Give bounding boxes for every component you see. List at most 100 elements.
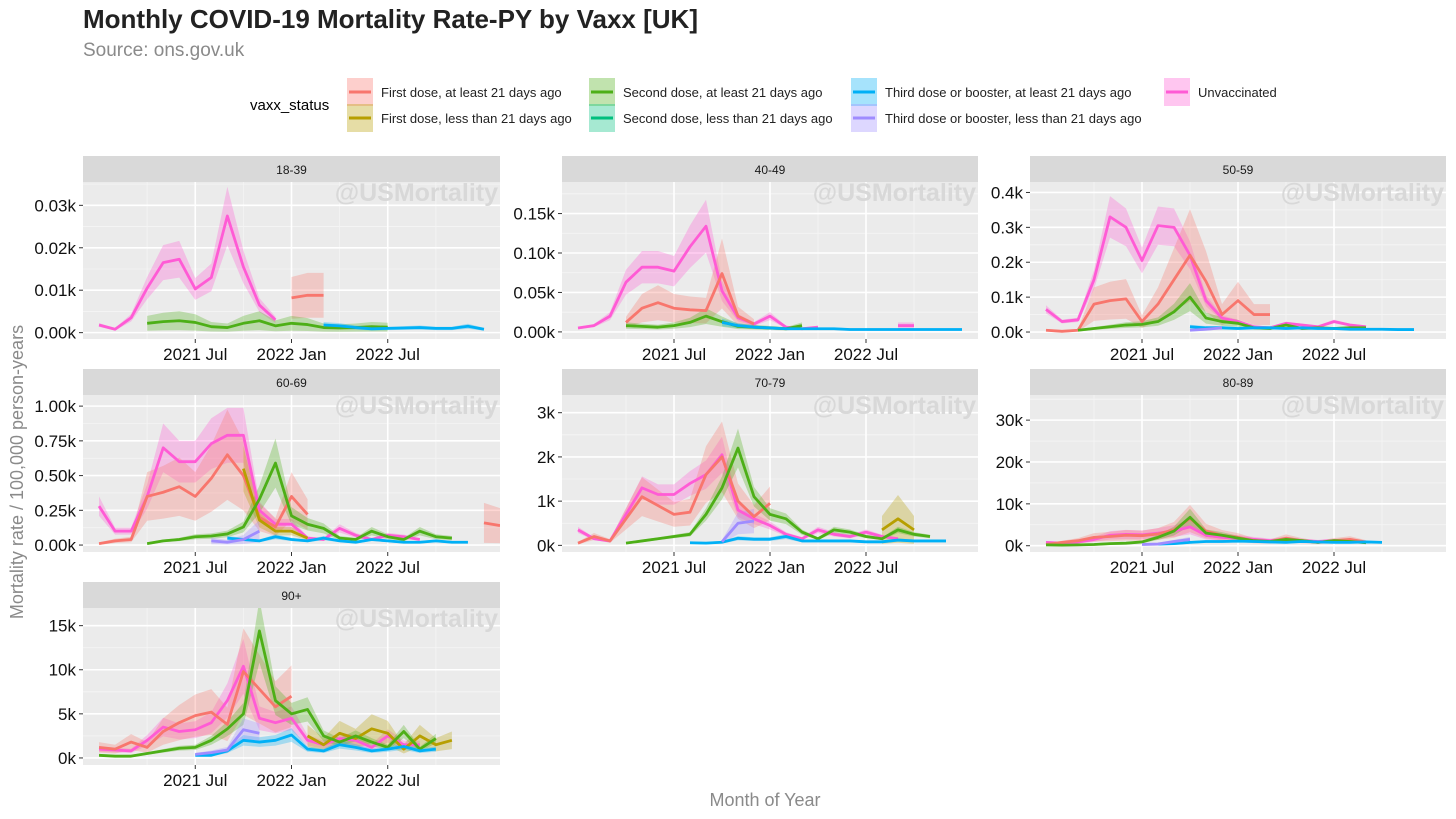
line-second_21plus — [146, 461, 453, 546]
series-layer — [98, 608, 453, 758]
x-tick-label: 2022 Jan — [735, 345, 805, 364]
y-tick-label: 0.4k — [991, 183, 1024, 202]
x-tick-label: 2021 Jul — [1110, 345, 1174, 364]
line-first_21plus — [98, 453, 309, 546]
y-tick-label: 0.2k — [991, 253, 1024, 272]
line-first_21plus — [98, 670, 293, 751]
legend-title: vaxx_status — [250, 97, 329, 114]
facet-strip-label: 90+ — [281, 589, 301, 603]
series-layer — [1045, 504, 1383, 547]
watermark: @USMortality — [1281, 392, 1444, 420]
watermark: @USMortality — [813, 392, 976, 420]
line-first_21plus — [625, 272, 755, 326]
y-tick-label: 0.15k — [513, 205, 555, 224]
legend-label-third_lt21: Third dose or booster, less than 21 days… — [885, 111, 1142, 126]
y-tick-label: 0.00k — [34, 536, 76, 555]
y-tick-label: 20k — [996, 453, 1024, 472]
x-tick-label: 2021 Jul — [642, 558, 706, 577]
ribbon-first_21plus — [626, 238, 754, 329]
facet-80-89: 80-89 0k 10k 20k 30k 2021 Jul 2022 Jan 2022 Jul… — [996, 369, 1446, 577]
ribbon-third_lt21 — [722, 508, 754, 544]
line-second_21plus — [98, 629, 437, 758]
y-tick-label: 3k — [537, 404, 555, 423]
watermark: @USMortality — [335, 392, 498, 420]
legend-label-second_21plus: Second dose, at least 21 days ago — [623, 85, 822, 100]
x-tick-label: 2022 Jan — [1203, 345, 1273, 364]
facet-18-39: 18-39 0.00k 0.01k 0.02k 0.03k 2021 Jul 2022 Ja… — [34, 156, 500, 364]
x-axis-title: Month of Year — [709, 790, 820, 810]
facet-strip-label: 50-59 — [1223, 163, 1254, 177]
line-unvaccinated — [98, 664, 420, 753]
facet-60-69: 60-69 0.00k 0.25k 0.50k 0.75k 1.00k 2021 Jul 20… — [34, 369, 500, 577]
legend-label-unvaccinated: Unvaccinated — [1198, 85, 1277, 100]
x-tick-label: 2022 Jul — [356, 771, 420, 790]
legend-item-second_21plus: Second dose, at least 21 days ago — [589, 78, 822, 106]
watermark: @USMortality — [1281, 179, 1444, 207]
series-layer — [577, 421, 946, 545]
line-third_lt21 — [1189, 326, 1223, 332]
line-third_21plus — [195, 733, 436, 757]
x-tick-label: 2021 Jul — [163, 558, 227, 577]
x-tick-label: 2022 Jul — [356, 345, 420, 364]
y-tick-label: 10k — [49, 661, 77, 680]
legend-label-third_21plus: Third dose or booster, at least 21 days … — [885, 85, 1131, 100]
facet-strip-label: 60-69 — [276, 376, 307, 390]
facet-strip-label: 40-49 — [755, 163, 786, 177]
x-tick-label: 2021 Jul — [163, 345, 227, 364]
legend-label-second_lt21: Second dose, less than 21 days ago — [623, 111, 833, 126]
y-tick-label: 0k — [537, 536, 555, 555]
facet-strip — [83, 369, 500, 395]
ribbon-second_21plus — [147, 438, 452, 545]
y-tick-label: 1k — [537, 492, 555, 511]
x-tick-label: 2022 Jan — [735, 558, 805, 577]
y-tick-label: 2k — [537, 448, 555, 467]
line-first_21plus — [483, 521, 500, 527]
facet-strip — [562, 156, 978, 182]
y-tick-label: 0.00k — [34, 324, 76, 343]
y-tick-label: 0.03k — [34, 196, 76, 215]
chart-subtitle: Source: ons.gov.uk — [83, 40, 245, 61]
legend-item-first_lt21: First dose, less than 21 days ago — [347, 104, 572, 132]
line-third_21plus — [721, 321, 962, 331]
ribbon-second_21plus — [1078, 283, 1366, 332]
x-tick-label: 2022 Jan — [1203, 558, 1273, 577]
line-third_lt21 — [211, 529, 261, 544]
legend-label-first_lt21: First dose, less than 21 days ago — [381, 111, 572, 126]
facet-50-59: 50-59 0.0k 0.1k 0.2k 0.3k 0.4k 2021 Jul 2022 Ja… — [991, 156, 1446, 364]
line-second_21plus — [625, 446, 931, 545]
ribbon-unvaccinated — [99, 638, 420, 754]
y-tick-label: 0.1k — [991, 288, 1024, 307]
line-first_21plus — [577, 455, 771, 545]
series-layer — [98, 186, 485, 332]
ribbon-third_lt21 — [195, 718, 260, 756]
facet-90+: 90+ 0k 5k 10k 15k 2021 Jul 2022 Jan 2022 Jul @US… — [49, 582, 500, 790]
line-unvaccinated — [577, 453, 899, 543]
x-tick-label: 2021 Jul — [163, 771, 227, 790]
legend-item-unvaccinated: Unvaccinated — [1164, 78, 1277, 106]
ribbon-second_21plus — [99, 608, 436, 758]
watermark: @USMortality — [335, 179, 498, 207]
y-tick-label: 0k — [1005, 537, 1023, 556]
y-tick-label: 15k — [49, 617, 77, 636]
line-third_21plus — [227, 535, 468, 544]
line-third_lt21 — [195, 728, 260, 756]
line-third_lt21 — [720, 519, 755, 543]
x-tick-label: 2022 Jul — [1302, 558, 1366, 577]
line-unvaccinated — [577, 224, 819, 331]
series-layer — [577, 199, 962, 331]
x-tick-label: 2022 Jan — [257, 771, 327, 790]
legend: vaxx_status First dose, at least 21 days … — [250, 78, 1277, 132]
facet-strip — [562, 369, 978, 395]
watermark: @USMortality — [335, 605, 498, 633]
facet-strip — [1030, 156, 1446, 182]
y-tick-label: 0.3k — [991, 218, 1024, 237]
y-tick-label: 0.75k — [34, 432, 76, 451]
y-tick-label: 0.25k — [34, 501, 76, 520]
x-tick-label: 2021 Jul — [642, 345, 706, 364]
facet-70-79: 70-79 0k 1k 2k 3k 2021 Jul 2022 Jan 2022 Jul @US… — [537, 369, 978, 577]
ribbon-first_21plus — [99, 628, 292, 754]
x-tick-label: 2022 Jul — [834, 345, 898, 364]
line-third_21plus — [1189, 325, 1414, 331]
y-tick-label: 1.00k — [34, 397, 76, 416]
